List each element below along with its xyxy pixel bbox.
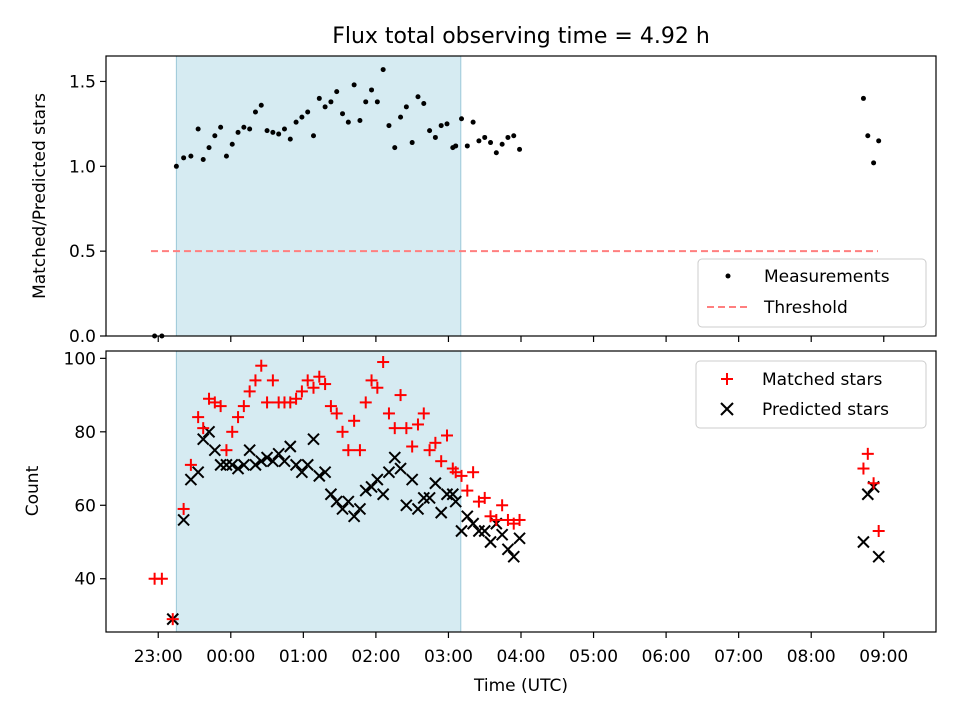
measurement-point-31 — [346, 120, 351, 125]
x-tick-label-10: 09:00 — [859, 647, 908, 667]
measurement-point-59 — [505, 135, 510, 140]
bottom-shaded-span — [176, 351, 460, 632]
measurement-point-50 — [453, 143, 458, 148]
x-tick-label-5: 04:00 — [497, 647, 546, 667]
measurement-point-46 — [433, 135, 438, 140]
measurement-point-40 — [398, 115, 403, 120]
top-y-tick-label-3: 1.5 — [69, 72, 96, 92]
bottom-y-tick-label-3: 100 — [64, 349, 96, 369]
x-axis-label: Time (UTC) — [473, 676, 568, 696]
measurement-point-20 — [282, 126, 287, 131]
measurement-point-47 — [439, 123, 444, 128]
top-y-tick-label-2: 1.0 — [69, 157, 96, 177]
legend-measurements-marker — [726, 274, 731, 279]
measurement-point-19 — [276, 132, 281, 137]
x-tick-label-0: 23:00 — [134, 647, 183, 667]
measurement-point-62 — [861, 96, 866, 101]
bottom-legend: Matched stars Predicted stars — [696, 361, 926, 428]
measurement-point-14 — [247, 126, 252, 131]
measurement-point-9 — [218, 125, 223, 130]
measurement-point-5 — [196, 126, 201, 131]
figure: Flux total observing time = 4.92 h 0.0 0.… — [0, 0, 960, 720]
measurement-point-27 — [323, 104, 328, 109]
measurement-point-7 — [207, 145, 212, 150]
measurement-point-41 — [404, 104, 409, 109]
measurement-point-16 — [259, 103, 264, 108]
measurement-point-54 — [476, 138, 481, 143]
measurement-point-42 — [410, 140, 415, 145]
x-tick-label-2: 01:00 — [279, 647, 328, 667]
measurement-point-60 — [511, 133, 516, 138]
bottom-y-tick-label-1: 60 — [74, 496, 96, 516]
measurement-point-32 — [352, 82, 357, 87]
x-tick-label-7: 06:00 — [642, 647, 691, 667]
legend-threshold-label: Threshold — [763, 298, 848, 318]
measurement-point-38 — [386, 123, 391, 128]
legend-matched-label: Matched stars — [762, 370, 882, 390]
measurement-point-29 — [334, 89, 339, 94]
top-y-tick-label-1: 0.5 — [69, 242, 96, 262]
measurement-point-4 — [188, 154, 193, 159]
measurement-point-43 — [415, 94, 420, 99]
figure-background — [0, 0, 960, 720]
bottom-y-tick-label-2: 80 — [74, 423, 96, 443]
measurement-point-24 — [305, 110, 310, 115]
bottom-y-axis-label: Count — [23, 465, 43, 516]
measurement-point-2 — [174, 164, 179, 169]
measurement-point-21 — [288, 137, 293, 142]
measurement-point-30 — [340, 111, 345, 116]
x-tick-label-8: 07:00 — [714, 647, 763, 667]
measurement-point-61 — [517, 147, 522, 152]
measurement-point-51 — [459, 116, 464, 121]
chart-title: Flux total observing time = 4.92 h — [332, 24, 710, 49]
measurement-point-39 — [392, 145, 397, 150]
measurement-point-11 — [230, 142, 235, 147]
measurement-point-45 — [427, 128, 432, 133]
bottom-observing-span — [176, 351, 460, 632]
measurement-point-3 — [181, 155, 186, 160]
measurement-point-18 — [270, 130, 275, 135]
measurement-point-26 — [317, 96, 322, 101]
measurement-point-28 — [328, 99, 333, 104]
measurement-point-8 — [212, 133, 217, 138]
measurement-point-33 — [357, 118, 362, 123]
top-y-axis-label: Matched/Predicted stars — [30, 93, 50, 299]
measurement-point-55 — [482, 135, 487, 140]
measurement-point-23 — [299, 115, 304, 120]
measurement-point-25 — [311, 133, 316, 138]
top-legend: Measurements Threshold — [698, 259, 926, 327]
measurement-point-63 — [865, 133, 870, 138]
top-y-tick-label-0: 0.0 — [69, 327, 96, 347]
x-tick-label-4: 03:00 — [424, 647, 473, 667]
x-tick-label-6: 05:00 — [569, 647, 618, 667]
measurement-point-12 — [236, 130, 241, 135]
measurement-point-57 — [494, 150, 499, 155]
x-tick-label-3: 02:00 — [351, 647, 400, 667]
x-tick-label-9: 08:00 — [787, 647, 836, 667]
measurement-point-64 — [871, 160, 876, 165]
measurement-point-17 — [265, 128, 270, 133]
measurement-point-22 — [294, 120, 299, 125]
measurement-point-48 — [444, 121, 449, 126]
measurement-point-15 — [253, 110, 258, 115]
measurement-point-44 — [421, 101, 426, 106]
measurement-point-10 — [224, 154, 229, 159]
measurement-point-52 — [465, 143, 470, 148]
bottom-y-tick-label-0: 40 — [74, 570, 96, 590]
measurement-point-56 — [488, 140, 493, 145]
measurement-point-34 — [363, 99, 368, 104]
legend-measurements-label: Measurements — [764, 267, 890, 287]
measurement-point-35 — [369, 87, 374, 92]
measurement-point-58 — [500, 142, 505, 147]
measurement-point-53 — [471, 120, 476, 125]
legend-predicted-label: Predicted stars — [762, 400, 889, 420]
measurement-point-37 — [381, 67, 386, 72]
measurement-point-13 — [241, 125, 246, 130]
x-tick-label-1: 00:00 — [206, 647, 255, 667]
measurement-point-6 — [201, 157, 206, 162]
measurement-point-36 — [375, 99, 380, 104]
measurement-point-65 — [876, 138, 881, 143]
